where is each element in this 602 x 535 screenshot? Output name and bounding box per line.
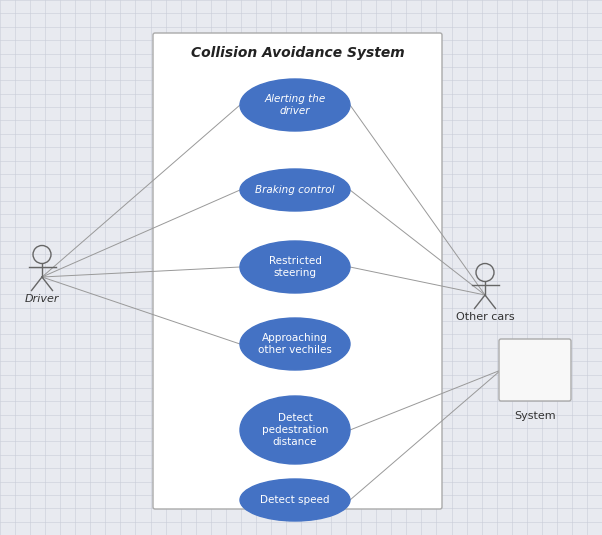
- Text: Restricted
steering: Restricted steering: [268, 256, 321, 278]
- Ellipse shape: [240, 396, 350, 464]
- FancyBboxPatch shape: [499, 339, 571, 401]
- Ellipse shape: [240, 479, 350, 521]
- Text: Braking control: Braking control: [255, 185, 335, 195]
- Ellipse shape: [240, 169, 350, 211]
- Ellipse shape: [240, 241, 350, 293]
- Ellipse shape: [240, 79, 350, 131]
- Text: System: System: [514, 411, 556, 421]
- Text: Collision Avoidance System: Collision Avoidance System: [191, 46, 405, 60]
- Text: Approaching
other vechiles: Approaching other vechiles: [258, 333, 332, 355]
- Text: Alerting the
driver: Alerting the driver: [264, 94, 326, 116]
- Text: Detect
pedestration
distance: Detect pedestration distance: [262, 414, 328, 447]
- Text: Detect speed: Detect speed: [260, 495, 330, 505]
- Text: Driver: Driver: [25, 294, 59, 303]
- FancyBboxPatch shape: [153, 33, 442, 509]
- Text: Other cars: Other cars: [456, 311, 514, 322]
- Ellipse shape: [240, 318, 350, 370]
